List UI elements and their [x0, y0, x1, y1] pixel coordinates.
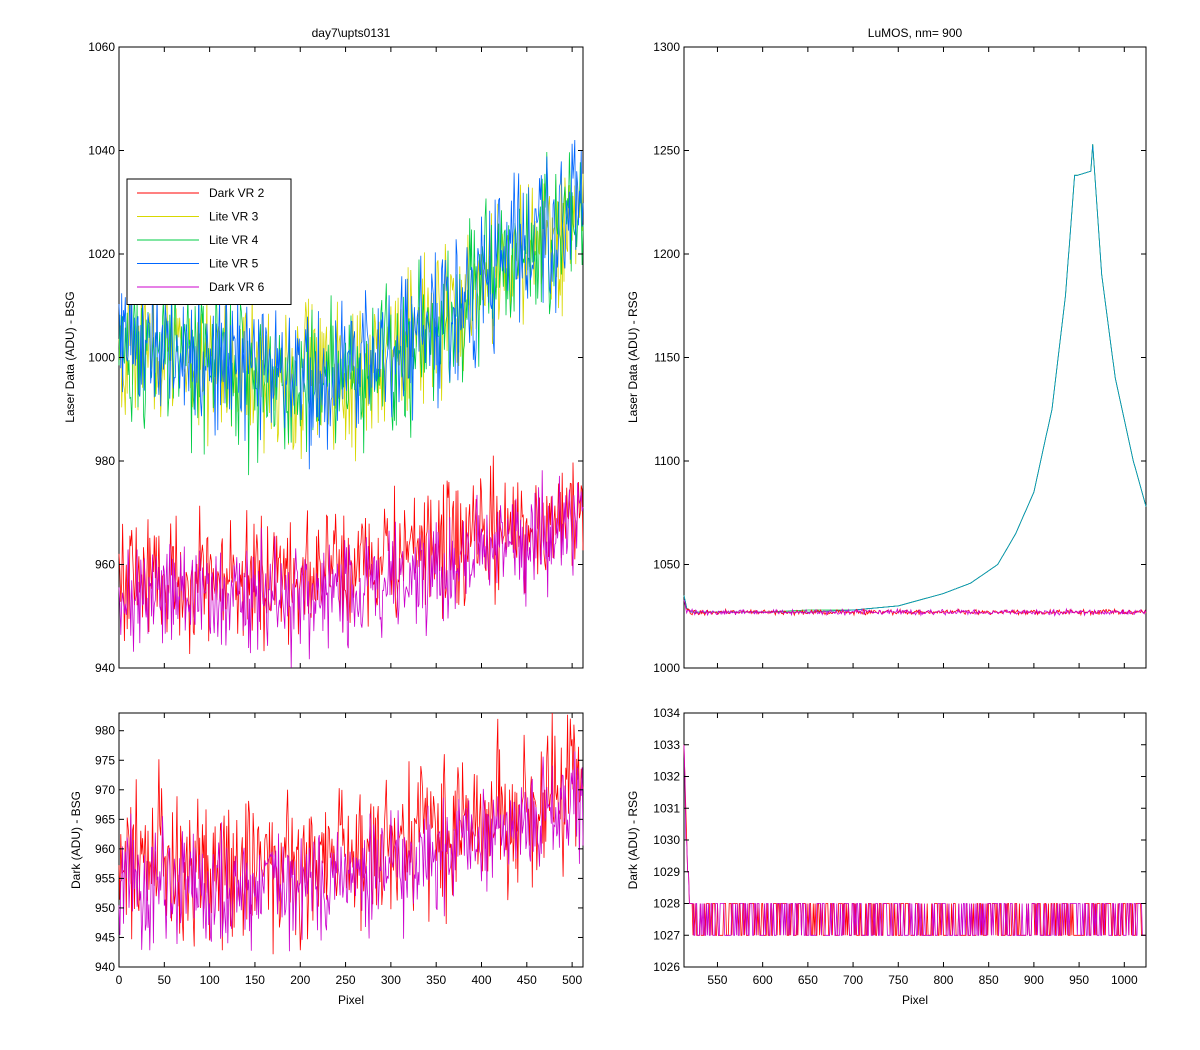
y-tick-label: 1034 [653, 706, 680, 720]
y-axis-label: Laser Data (ADU) - RSG [626, 291, 640, 423]
y-tick-label: 945 [95, 930, 115, 944]
x-tick-label: 50 [158, 973, 172, 987]
y-tick-label: 1150 [654, 351, 680, 365]
y-tick-label: 1030 [653, 833, 680, 847]
y-tick-label: 1028 [653, 897, 680, 911]
x-tick-label: 850 [979, 973, 999, 987]
y-tick-label: 1100 [654, 454, 680, 468]
x-tick-label: 550 [707, 973, 727, 987]
y-tick-label: 1031 [653, 801, 680, 815]
x-axis-label: Pixel [338, 993, 364, 1007]
y-tick-label: 965 [95, 812, 115, 826]
panel-laser-rsg: 1000 1050 1100 1150 1200 1250 1300 LuMOS, nm= … [626, 26, 1147, 675]
y-tick-label: 950 [95, 901, 115, 915]
legend-entry: Lite VR 4 [209, 233, 259, 247]
y-tick-label: 1250 [653, 144, 680, 158]
series-line [118, 470, 584, 668]
x-tick-label: 500 [562, 973, 582, 987]
y-tick-label: 960 [95, 558, 115, 572]
x-tick-label: 300 [381, 973, 401, 987]
y-tick-label: 1050 [653, 558, 680, 572]
x-tick-label: 350 [426, 973, 446, 987]
y-tick-label: 960 [95, 842, 115, 856]
x-tick-label: 650 [798, 973, 818, 987]
y-axis-label: Dark (ADU) - RSG [626, 791, 640, 890]
y-tick-label: 1000 [88, 351, 115, 365]
y-tick-label: 1060 [88, 40, 115, 54]
x-tick-label: 600 [753, 973, 773, 987]
y-tick-label: 1020 [88, 247, 115, 261]
y-tick-label: 975 [95, 753, 115, 767]
axes-frame [683, 46, 1147, 669]
series-line [683, 599, 1147, 617]
y-tick-label: 1027 [653, 928, 680, 942]
y-tick-label: 1300 [653, 40, 680, 54]
y-tick-label: 980 [95, 724, 115, 738]
y-axis-label: Dark (ADU) - BSG [69, 791, 83, 889]
legend-box [126, 178, 292, 305]
panel-dark-rsg: 550 600 650 700 750 800 850 900 950 1000 1026 1027 1… [626, 706, 1147, 1007]
y-tick-label: 940 [95, 960, 115, 974]
x-tick-label: 800 [933, 973, 953, 987]
y-tick-label: 955 [95, 871, 115, 885]
legend-entry: Lite VR 3 [209, 210, 259, 224]
series-line [118, 139, 584, 470]
x-tick-label: 200 [290, 973, 310, 987]
y-tick-label: 1032 [653, 770, 680, 784]
y-tick-label: 1033 [653, 738, 680, 752]
y-tick-label: 1000 [653, 661, 680, 675]
legend: Dark VR 2 Lite VR 3 Lite VR 4 Lite VR 5 Dark… [126, 178, 292, 305]
x-tick-label: 0 [116, 973, 123, 987]
chart-title: day7\upts0131 [312, 26, 391, 40]
x-tick-label: 150 [245, 973, 265, 987]
series-line [118, 751, 584, 952]
y-tick-label: 980 [95, 454, 115, 468]
x-tick-label: 900 [1024, 973, 1044, 987]
y-axis-label: Laser Data (ADU) - BSG [63, 291, 77, 422]
y-tick-label: 1029 [653, 865, 680, 879]
chart-title: LuMOS, nm= 900 [868, 26, 963, 40]
x-tick-label: 100 [200, 973, 220, 987]
axes-frame [118, 712, 584, 968]
x-tick-label: 700 [843, 973, 863, 987]
x-tick-label: 400 [471, 973, 491, 987]
y-tick-label: 1026 [653, 960, 680, 974]
legend-entry: Lite VR 5 [209, 257, 259, 271]
y-tick-label: 1040 [88, 144, 115, 158]
x-tick-label: 1000 [1111, 973, 1138, 987]
x-axis-label: Pixel [902, 993, 928, 1007]
x-tick-label: 250 [336, 973, 356, 987]
x-tick-label: 950 [1069, 973, 1089, 987]
series-line [683, 744, 1146, 936]
legend-entry: Dark VR 6 [209, 280, 265, 294]
y-tick-label: 940 [95, 661, 115, 675]
x-tick-label: 450 [517, 973, 537, 987]
series-line [118, 455, 584, 655]
x-tick-label: 750 [888, 973, 908, 987]
y-tick-label: 1200 [653, 247, 680, 261]
panel-dark-bsg: 0 50 100 150 200 250 300 350 400 450 500 940 945 950 9… [69, 712, 584, 1007]
legend-entry: Dark VR 2 [209, 186, 265, 200]
y-tick-label: 970 [95, 783, 115, 797]
